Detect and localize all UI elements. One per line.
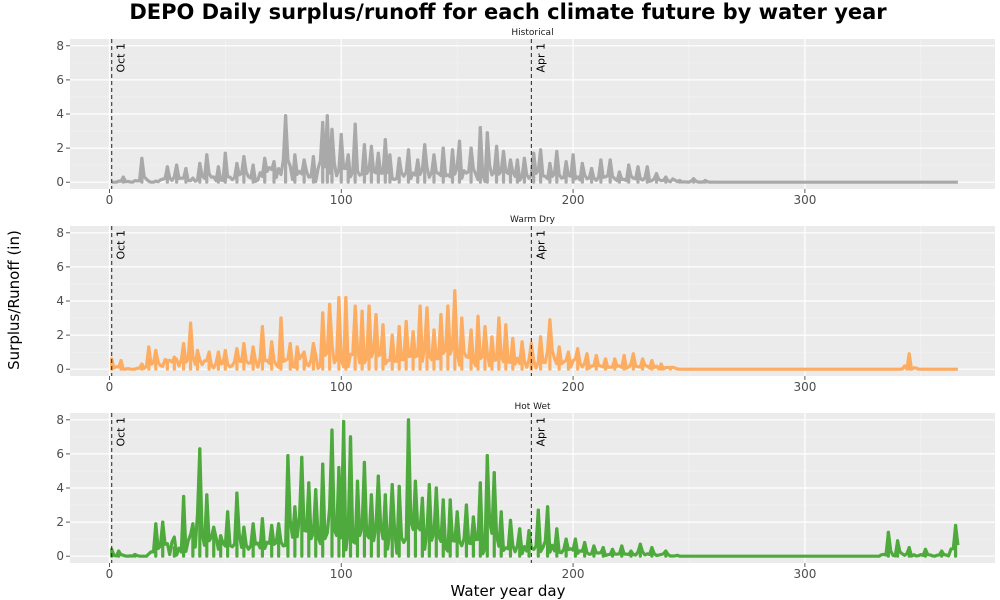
x-tick-label: 300 (793, 193, 816, 207)
x-tick-label: 200 (562, 567, 585, 581)
x-tick-label: 200 (562, 193, 585, 207)
y-axis-label: Surplus/Runoff (in) (5, 230, 23, 370)
x-axis-label: Water year day (451, 582, 566, 600)
y-tick-label: 6 (56, 447, 64, 461)
reference-line-label: Oct 1 (115, 417, 128, 447)
x-tick-label: 100 (330, 567, 353, 581)
y-tick-label: 6 (56, 73, 64, 87)
reference-line-label: Oct 1 (115, 230, 128, 260)
y-tick-label: 0 (56, 175, 64, 189)
panel-title: Hot Wet (514, 402, 551, 412)
x-tick-label: 300 (793, 567, 816, 581)
panel-historical: Historical 0 2 4 6 8 0 100 200 300 Oct 1 Apr 1 (56, 28, 995, 207)
y-tick-label: 4 (56, 294, 64, 308)
x-tick-label: 0 (106, 380, 114, 394)
x-tick-label: 200 (562, 380, 585, 394)
y-tick-label: 4 (56, 481, 64, 495)
reference-line-label: Apr 1 (534, 43, 547, 73)
panel-hot-wet: Hot Wet 0 2 4 6 8 0 100 200 300 Oct 1 Apr 1 (56, 402, 995, 581)
y-tick-label: 2 (56, 328, 64, 342)
y-tick-label: 2 (56, 515, 64, 529)
y-tick-label: 8 (56, 226, 64, 240)
y-tick-label: 0 (56, 362, 64, 376)
panel-warm-dry: Warm Dry 0 2 4 6 8 0 100 200 300 Oct 1 Apr 1 (56, 215, 995, 394)
x-tick-label: 100 (330, 380, 353, 394)
chart-title: DEPO Daily surplus/runoff for each clima… (129, 0, 887, 24)
y-tick-label: 8 (56, 413, 64, 427)
reference-line-label: Apr 1 (534, 230, 547, 260)
reference-line-label: Apr 1 (534, 417, 547, 447)
reference-line-label: Oct 1 (115, 43, 128, 73)
x-tick-label: 300 (793, 380, 816, 394)
y-tick-label: 6 (56, 260, 64, 274)
panel-title: Historical (511, 28, 553, 38)
x-tick-label: 0 (106, 567, 114, 581)
panel-title: Warm Dry (510, 215, 556, 225)
y-tick-label: 0 (56, 549, 64, 563)
y-tick-label: 8 (56, 39, 64, 53)
x-tick-label: 100 (330, 193, 353, 207)
y-tick-label: 2 (56, 141, 64, 155)
x-tick-label: 0 (106, 193, 114, 207)
y-tick-label: 4 (56, 107, 64, 121)
